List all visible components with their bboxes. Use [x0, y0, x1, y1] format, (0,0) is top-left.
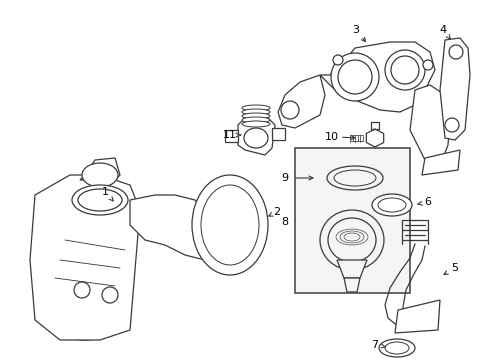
- Ellipse shape: [390, 56, 418, 84]
- Polygon shape: [238, 118, 274, 155]
- Ellipse shape: [102, 287, 118, 303]
- Polygon shape: [343, 278, 359, 292]
- Ellipse shape: [384, 50, 424, 90]
- Polygon shape: [80, 158, 120, 185]
- Ellipse shape: [74, 282, 90, 298]
- Ellipse shape: [82, 163, 118, 187]
- Polygon shape: [366, 129, 383, 147]
- Polygon shape: [130, 195, 215, 260]
- Ellipse shape: [319, 210, 383, 270]
- Ellipse shape: [378, 339, 414, 357]
- Polygon shape: [421, 150, 459, 175]
- Ellipse shape: [242, 121, 269, 127]
- Polygon shape: [439, 38, 469, 140]
- Text: 4: 4: [439, 25, 446, 35]
- Ellipse shape: [337, 60, 371, 94]
- Ellipse shape: [371, 194, 411, 216]
- Ellipse shape: [242, 117, 269, 123]
- Text: 5: 5: [450, 263, 458, 273]
- Ellipse shape: [326, 166, 382, 190]
- Ellipse shape: [78, 189, 122, 211]
- Ellipse shape: [244, 128, 267, 148]
- Text: 9: 9: [281, 173, 288, 183]
- Polygon shape: [319, 42, 434, 112]
- Polygon shape: [271, 128, 285, 140]
- Ellipse shape: [281, 101, 298, 119]
- Polygon shape: [409, 85, 449, 165]
- Polygon shape: [278, 75, 325, 128]
- Polygon shape: [224, 130, 238, 142]
- Ellipse shape: [327, 218, 375, 262]
- Ellipse shape: [242, 105, 269, 111]
- Text: 1: 1: [102, 187, 108, 197]
- Text: 2: 2: [273, 207, 280, 217]
- Text: 3: 3: [352, 25, 359, 35]
- Ellipse shape: [242, 109, 269, 115]
- Ellipse shape: [384, 342, 408, 354]
- Polygon shape: [336, 260, 366, 278]
- Text: 6: 6: [424, 197, 430, 207]
- Ellipse shape: [448, 45, 462, 59]
- Ellipse shape: [422, 60, 432, 70]
- Ellipse shape: [201, 185, 259, 265]
- Text: 8: 8: [281, 217, 288, 227]
- Text: 10: 10: [325, 132, 338, 142]
- Polygon shape: [30, 175, 140, 340]
- Text: 7: 7: [371, 340, 378, 350]
- Ellipse shape: [72, 185, 128, 215]
- Ellipse shape: [333, 170, 375, 186]
- Ellipse shape: [330, 53, 378, 101]
- Bar: [294, 148, 409, 293]
- Ellipse shape: [444, 118, 458, 132]
- Polygon shape: [394, 300, 439, 333]
- Ellipse shape: [192, 175, 267, 275]
- Text: 11: 11: [223, 130, 237, 140]
- Ellipse shape: [377, 198, 405, 212]
- Ellipse shape: [332, 55, 342, 65]
- Ellipse shape: [242, 113, 269, 119]
